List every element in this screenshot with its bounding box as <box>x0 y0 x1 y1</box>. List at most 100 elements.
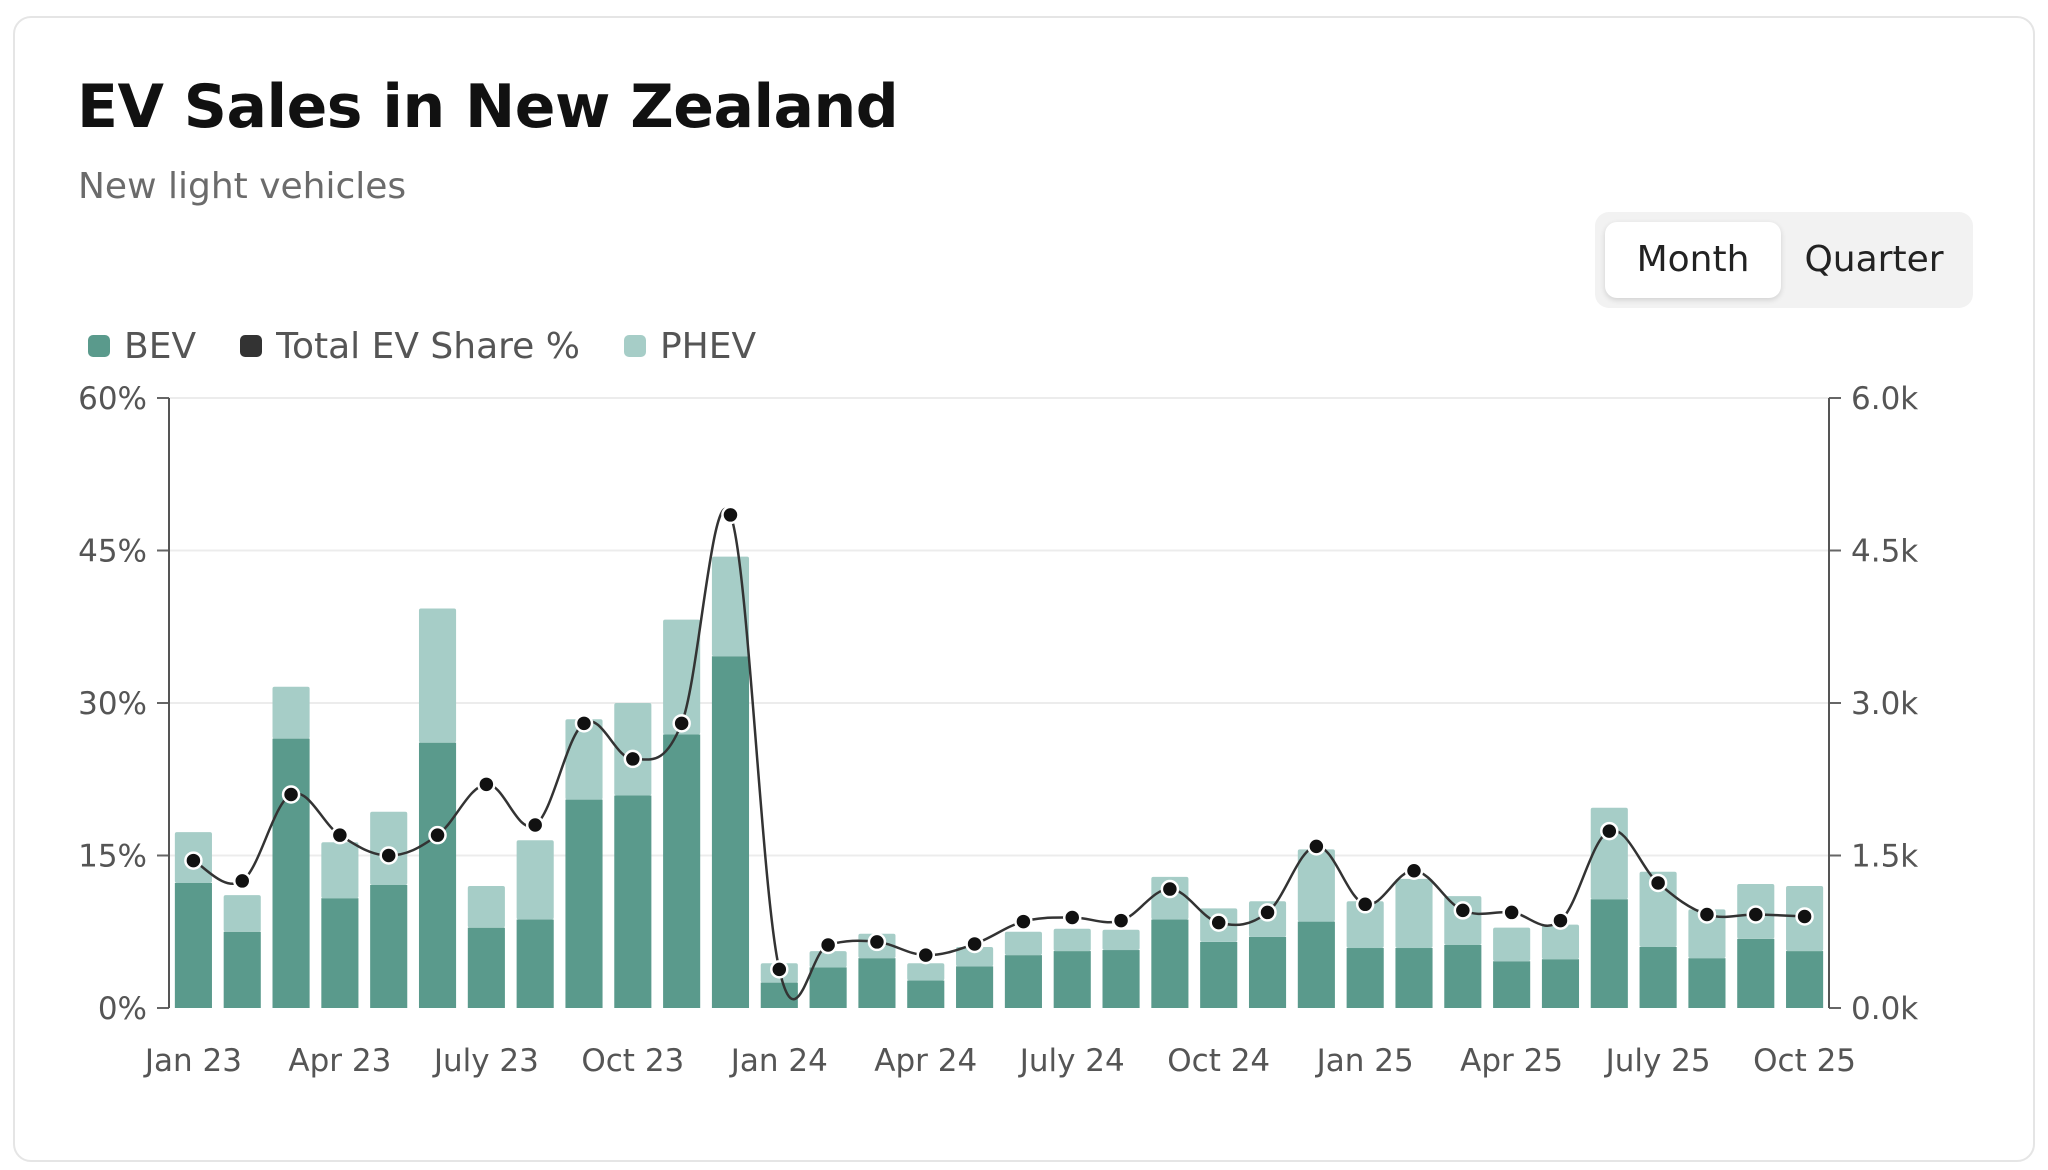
bar-phev <box>1053 928 1091 952</box>
x-axis-tick-label: Jan 25 <box>1315 1043 1414 1079</box>
chart-legend: BEV Total EV Share % PHEV <box>88 324 800 368</box>
ev-share-point <box>818 935 838 955</box>
bar-phev <box>1541 924 1580 960</box>
bar-phev <box>467 886 505 928</box>
legend-label-phev: PHEV <box>659 325 757 367</box>
right-axis-tick-label: 6.0k <box>1851 381 1918 417</box>
bar-bev <box>418 742 457 1008</box>
x-axis-tick-label: Apr 23 <box>288 1043 391 1079</box>
ev-share-point <box>330 825 350 845</box>
right-axis-tick-label: 4.5k <box>1851 534 1918 570</box>
bar-phev <box>663 619 701 735</box>
ev-share-point <box>965 934 984 954</box>
bar-bev <box>760 982 798 1008</box>
ev-share-point <box>721 505 740 525</box>
chart-axes <box>157 397 1841 1009</box>
right-axis-tick-label: 3.0k <box>1851 686 1918 722</box>
ev-share-point <box>1746 905 1766 924</box>
bar-bev <box>1590 899 1628 1008</box>
bar-bev <box>272 738 310 1008</box>
legend-label-ev-share: Total EV Share % <box>276 325 580 367</box>
bar-bev <box>1248 936 1287 1008</box>
ev-share-point <box>232 871 252 891</box>
legend-swatch-phev <box>623 335 646 357</box>
bar-phev <box>1590 807 1628 900</box>
legend-item-phev[interactable]: PHEV <box>623 325 757 367</box>
bar-bev <box>223 931 261 1008</box>
ev-share-point <box>1209 913 1228 932</box>
ev-share-point <box>672 714 691 733</box>
x-axis-tick-label: July 24 <box>1018 1043 1125 1079</box>
ev-share-point <box>184 851 203 870</box>
ev-share-point <box>770 960 789 979</box>
bar-bev <box>1102 950 1140 1008</box>
period-toggle: Month Quarter <box>1595 212 1973 308</box>
right-axis-tick-label: 0.0k <box>1851 991 1918 1027</box>
bar-bev <box>1395 948 1433 1008</box>
x-axis-tick-label: Oct 23 <box>581 1043 684 1079</box>
bar-bev <box>1297 921 1335 1008</box>
tick-labels: 0% 0.0k 15% 1.5k 30% 3.0k 45% 4.5k 60% 6.0k Jan 23… <box>78 381 1918 1079</box>
ev-share-point <box>428 825 447 845</box>
ev-share-point <box>1307 837 1326 856</box>
bar-phev <box>956 947 994 967</box>
legend-item-bev[interactable]: BEV <box>88 326 196 367</box>
bar-phev <box>907 963 945 981</box>
bar-bev <box>1688 958 1726 1008</box>
ev-share-point <box>379 846 398 865</box>
bar-bev <box>321 898 359 1008</box>
bar-phev <box>1004 931 1042 956</box>
bar-phev <box>614 703 652 796</box>
x-axis-tick-label: Jan 23 <box>143 1043 242 1079</box>
bar-bev <box>1737 938 1775 1008</box>
bar-phev <box>516 840 554 920</box>
chart-title: EV Sales in New Zealand <box>77 72 899 142</box>
bar-bev <box>663 734 701 1008</box>
x-axis-tick-label: Oct 25 <box>1753 1043 1856 1079</box>
bar-bev <box>614 795 652 1008</box>
bar-bev <box>1444 944 1482 1008</box>
bar-bev <box>565 799 603 1008</box>
bar-bev <box>1004 955 1042 1008</box>
x-axis-tick-label: July 23 <box>432 1043 539 1079</box>
ev-share-point <box>1258 903 1277 922</box>
left-axis-tick-label: 0% <box>98 991 147 1027</box>
left-axis-tick-label: 60% <box>78 381 147 417</box>
bar-series <box>174 556 1824 1008</box>
legend-label-bev: BEV <box>124 325 197 367</box>
ev-share-point <box>1453 901 1473 920</box>
bar-phev <box>223 895 261 932</box>
bar-phev <box>1102 929 1140 951</box>
bar-phev <box>272 686 310 739</box>
bar-bev <box>174 882 212 1008</box>
ev-share-point <box>1795 907 1814 926</box>
ev-share-point <box>1551 911 1570 930</box>
ev-share-point <box>867 932 887 952</box>
bar-phev <box>418 608 457 743</box>
month-toggle-button[interactable]: Month <box>1605 222 1781 298</box>
bar-bev <box>1493 961 1531 1008</box>
quarter-toggle-button[interactable]: Quarter <box>1804 239 1944 280</box>
legend-item-ev-share[interactable]: Total EV Share % <box>240 326 580 367</box>
bar-bev <box>907 980 945 1008</box>
bar-bev <box>1541 959 1580 1008</box>
ev-share-point <box>1502 903 1521 922</box>
x-axis-tick-label: Apr 25 <box>1460 1043 1563 1079</box>
bar-bev <box>467 927 505 1008</box>
grid-lines <box>169 397 1829 857</box>
ev-share-point <box>1355 895 1375 914</box>
x-axis-tick-label: Apr 24 <box>874 1043 977 1079</box>
x-axis-tick-label: Jan 24 <box>729 1043 828 1079</box>
bar-bev <box>711 656 750 1008</box>
left-axis-tick-label: 15% <box>78 839 147 875</box>
bar-phev <box>1493 927 1531 962</box>
left-axis-tick-label: 30% <box>78 686 147 722</box>
ev-share-point <box>1648 873 1668 893</box>
bar-bev <box>516 919 554 1008</box>
left-axis-tick-label: 45% <box>78 534 147 570</box>
ev-share-point <box>623 749 643 769</box>
ev-share-point <box>1697 905 1717 924</box>
ev-share-line <box>184 505 1814 1001</box>
bar-phev <box>1297 849 1335 922</box>
ev-share-point <box>1160 879 1180 899</box>
